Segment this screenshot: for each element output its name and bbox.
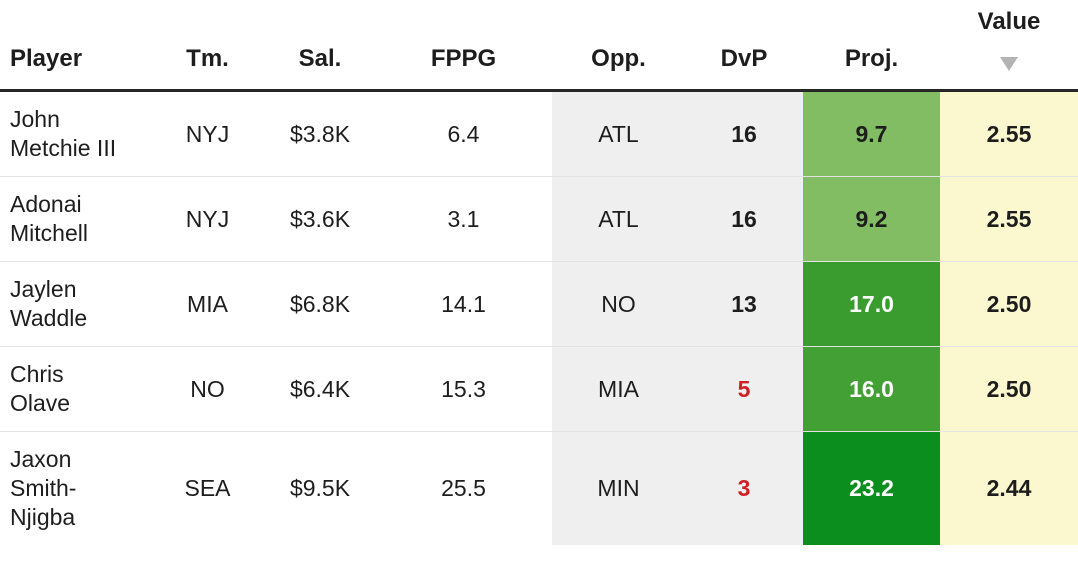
fppg-cell: 3.1 [375, 176, 552, 262]
table-row: Chris Olave NO $6.4K 15.3 MIA 5 16.0 2.50 [0, 346, 1078, 432]
value-cell: 2.55 [940, 176, 1078, 262]
column-header-team[interactable]: Tm. [150, 0, 265, 92]
value-cell: 2.50 [940, 346, 1078, 432]
dvp-cell: 13 [685, 261, 803, 347]
salary-cell: $6.4K [265, 346, 375, 432]
value-cell: 2.44 [940, 431, 1078, 545]
column-header-player[interactable]: Player [0, 0, 150, 92]
proj-cell: 17.0 [803, 261, 940, 347]
dvp-cell: 16 [685, 176, 803, 262]
column-header-proj[interactable]: Proj. [803, 0, 940, 92]
salary-cell: $3.8K [289, 120, 351, 147]
column-header-fppg[interactable]: FPPG [375, 0, 552, 92]
column-header-value-label: Value [977, 8, 1041, 35]
team-cell: SEA [150, 431, 265, 545]
opp-cell: ATL [552, 176, 685, 262]
column-header-value[interactable]: Value [940, 0, 1078, 92]
value-cell: 2.50 [940, 261, 1078, 347]
team-cell: NO [150, 346, 265, 432]
salary-cell: $9.5K [265, 431, 375, 545]
opp-cell: MIN [552, 431, 685, 545]
fppg-cell: 25.5 [375, 431, 552, 545]
table-row: John Metchie III NYJ $3.8K 6.4 ATL 16 9.7 2.55 [0, 90, 1078, 177]
proj-cell: 23.2 [803, 431, 940, 545]
table-header: Player Tm. Sal. FPPG Opp. DvP Proj. Valu… [0, 0, 1078, 92]
table-row: Adonai Mitchell NYJ $3.6K 3.1 ATL 16 9.2 2.55 [0, 176, 1078, 262]
fppg-cell: 14.1 [375, 261, 552, 347]
value-cell: 2.55 [940, 90, 1078, 177]
team-cell: NYJ [150, 176, 265, 262]
table-row: Jaylen Waddle MIA $6.8K 14.1 NO 13 17.0 2.50 [0, 261, 1078, 347]
table-row: Jaxon Smith-Njigba SEA $9.5K 25.5 MIN 3 23.2 2.… [0, 431, 1078, 545]
dvp-cell: 5 [685, 346, 803, 432]
opp-cell: ATL [552, 90, 685, 177]
fppg-cell: 6.4 [447, 120, 480, 147]
header-row: Player Tm. Sal. FPPG Opp. DvP Proj. Valu… [0, 0, 1078, 92]
player-name: Chris Olave [10, 361, 71, 416]
column-header-dvp[interactable]: DvP [685, 0, 803, 92]
fppg-cell: 15.3 [375, 346, 552, 432]
proj-cell: 16.0 [803, 346, 940, 432]
player-cell: Jaylen Waddle [0, 261, 150, 347]
player-name: John Metchie III [10, 106, 117, 161]
proj-cell: 9.2 [803, 176, 940, 262]
opp-cell: NO [552, 261, 685, 347]
player-name: Adonai Mitchell [10, 191, 88, 246]
player-name: Jaylen Waddle [10, 276, 88, 331]
player-name: Jaxon Smith-Njigba [10, 446, 77, 530]
column-header-salary[interactable]: Sal. [265, 0, 375, 92]
table-body: John Metchie III NYJ $3.8K 6.4 ATL 16 9.7 2.55 A… [0, 90, 1078, 545]
player-cell: Jaxon Smith-Njigba [0, 431, 150, 545]
column-header-opp[interactable]: Opp. [552, 0, 685, 92]
player-cell: Chris Olave [0, 346, 150, 432]
proj-cell: 9.7 [803, 90, 940, 177]
player-cell: John Metchie III [0, 91, 150, 177]
dvp-cell: 3 [685, 431, 803, 545]
sort-descending-icon [1000, 57, 1018, 71]
dvp-cell: 16 [685, 90, 803, 177]
player-cell: Adonai Mitchell [0, 176, 150, 262]
team-cell: NYJ [185, 120, 230, 147]
player-stats-table: Player Tm. Sal. FPPG Opp. DvP Proj. Valu… [0, 0, 1078, 545]
salary-cell: $6.8K [265, 261, 375, 347]
team-cell: MIA [150, 261, 265, 347]
salary-cell: $3.6K [265, 176, 375, 262]
opp-cell: MIA [552, 346, 685, 432]
